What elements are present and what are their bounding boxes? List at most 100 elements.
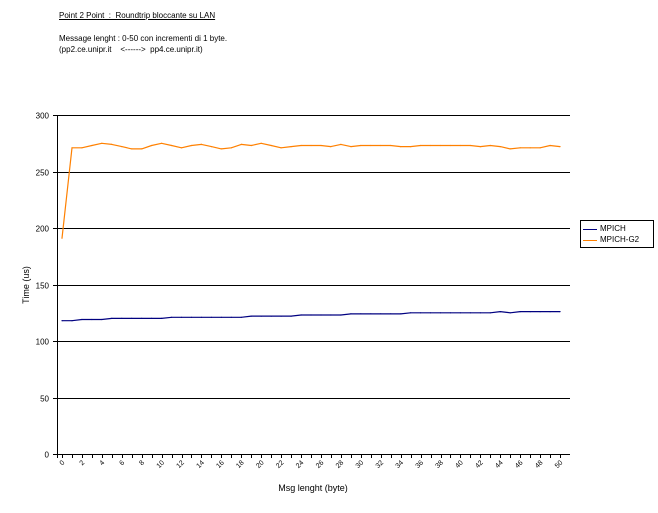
data-point-mpich-48 bbox=[539, 311, 541, 313]
x-tick-label-20: 20 bbox=[255, 459, 266, 470]
x-tick-label-44: 44 bbox=[494, 459, 505, 470]
y-tick-label-300: 300 bbox=[36, 112, 50, 121]
y-tick-label-200: 200 bbox=[36, 225, 50, 234]
data-point-mpich-38 bbox=[439, 312, 442, 314]
legend-label-mpich: MPICH bbox=[600, 224, 626, 233]
data-point-mpich-g2-0 bbox=[61, 237, 63, 239]
data-point-mpich-g2-24 bbox=[300, 144, 302, 147]
data-point-mpich-g2-27 bbox=[330, 146, 332, 148]
data-point-mpich-26 bbox=[320, 314, 322, 316]
data-point-mpich-29 bbox=[350, 313, 352, 315]
data-point-mpich-g2-41 bbox=[469, 144, 471, 147]
data-point-mpich-g2-42 bbox=[479, 146, 481, 148]
x-tick-label-2: 2 bbox=[79, 459, 87, 467]
data-point-mpich-g2-26 bbox=[320, 144, 322, 147]
data-point-mpich-14 bbox=[200, 316, 203, 318]
data-point-mpich-g2-11 bbox=[171, 144, 173, 147]
data-point-mpich-g2-19 bbox=[250, 144, 252, 147]
x-tick-label-46: 46 bbox=[514, 459, 525, 470]
x-tick-label-34: 34 bbox=[395, 459, 406, 470]
y-tick-label-250: 250 bbox=[36, 169, 50, 178]
x-tick-label-48: 48 bbox=[534, 459, 545, 470]
data-point-mpich-g2-28 bbox=[340, 143, 342, 145]
x-tick-labels: 0 2 4 6 8 10 12 14 16 18 20 22 24 26 28 30 32 34 36 38 40 42 4… bbox=[59, 459, 565, 470]
x-tick-label-14: 14 bbox=[195, 459, 206, 470]
data-point-mpich-21 bbox=[270, 315, 272, 317]
data-point-mpich-10 bbox=[161, 317, 163, 319]
data-point-mpich-12 bbox=[180, 316, 183, 318]
data-point-mpich-g2-16 bbox=[220, 148, 222, 150]
data-point-mpich-g2-50 bbox=[559, 146, 561, 148]
axes bbox=[53, 115, 570, 458]
data-point-mpich-28 bbox=[340, 314, 342, 316]
data-point-mpich-g2-34 bbox=[400, 146, 402, 148]
legend: MPICH MPICH-G2 bbox=[580, 220, 654, 248]
data-point-mpich-g2-10 bbox=[161, 142, 163, 144]
x-tick-label-28: 28 bbox=[335, 459, 346, 470]
data-point-mpich-g2-31 bbox=[370, 144, 372, 147]
data-point-mpich-g2-39 bbox=[449, 144, 452, 147]
gridlines bbox=[57, 115, 570, 455]
series-lines bbox=[61, 142, 561, 322]
data-point-mpich-g2-49 bbox=[549, 144, 551, 147]
data-point-mpich-25 bbox=[310, 314, 312, 316]
y-tick-label-100: 100 bbox=[36, 338, 50, 347]
x-tick-label-26: 26 bbox=[315, 459, 326, 470]
data-point-mpich-g2-32 bbox=[380, 144, 382, 147]
y-tick-label-50: 50 bbox=[40, 395, 49, 404]
data-point-mpich-g2-46 bbox=[519, 147, 521, 149]
data-point-mpich-g2-13 bbox=[190, 144, 193, 147]
data-point-mpich-32 bbox=[380, 313, 382, 315]
subtitle-line-1: Message lenght : 0-50 con incrementi di … bbox=[59, 34, 228, 43]
data-point-mpich-15 bbox=[210, 316, 212, 318]
data-point-mpich-g2-4 bbox=[101, 142, 103, 144]
data-point-mpich-49 bbox=[549, 311, 551, 313]
data-point-mpich-g2-45 bbox=[509, 148, 511, 150]
x-tick-label-22: 22 bbox=[275, 459, 286, 470]
x-tick-label-32: 32 bbox=[375, 459, 386, 470]
x-tick-label-18: 18 bbox=[235, 459, 246, 470]
legend-swatch-mpich bbox=[583, 229, 597, 230]
data-point-mpich-g2-36 bbox=[420, 144, 422, 147]
data-point-mpich-5 bbox=[111, 317, 113, 319]
page-title: Point 2 Point : Roundtrip bloccante su L… bbox=[59, 11, 216, 20]
data-point-mpich-41 bbox=[469, 312, 471, 314]
data-point-mpich-33 bbox=[390, 313, 392, 315]
data-point-mpich-2 bbox=[81, 318, 83, 321]
data-point-mpich-g2-22 bbox=[280, 147, 282, 149]
data-point-mpich-g2-2 bbox=[81, 147, 83, 149]
x-tick-label-40: 40 bbox=[454, 459, 465, 470]
data-point-mpich-46 bbox=[519, 311, 521, 313]
data-point-mpich-37 bbox=[429, 312, 432, 314]
data-point-mpich-39 bbox=[449, 312, 452, 314]
y-tick-labels: 0 50 100 150 200 250 300 bbox=[36, 112, 50, 460]
x-tick-label-24: 24 bbox=[295, 459, 306, 470]
data-point-mpich-4 bbox=[101, 318, 103, 321]
data-point-mpich-27 bbox=[330, 314, 332, 316]
data-point-mpich-g2-47 bbox=[529, 147, 531, 149]
data-point-mpich-g2-12 bbox=[180, 147, 183, 149]
data-point-mpich-g2-38 bbox=[439, 144, 442, 147]
data-point-mpich-50 bbox=[559, 311, 561, 313]
data-point-mpich-g2-48 bbox=[539, 147, 541, 149]
data-point-mpich-19 bbox=[250, 315, 252, 317]
data-point-mpich-g2-14 bbox=[200, 143, 203, 145]
data-point-mpich-g2-15 bbox=[210, 146, 212, 148]
data-point-mpich-44 bbox=[499, 311, 501, 313]
data-point-mpich-11 bbox=[171, 316, 173, 318]
data-point-mpich-40 bbox=[459, 312, 461, 314]
x-tick-label-0: 0 bbox=[59, 459, 67, 467]
y-tick-label-150: 150 bbox=[36, 282, 50, 291]
data-point-mpich-43 bbox=[489, 312, 491, 314]
y-tick-label-0: 0 bbox=[45, 451, 50, 460]
data-point-mpich-42 bbox=[479, 312, 481, 314]
legend-label-mpich-g2: MPICH-G2 bbox=[600, 235, 640, 244]
data-point-mpich-17 bbox=[230, 316, 232, 318]
data-point-mpich-35 bbox=[410, 312, 412, 314]
data-point-mpich-24 bbox=[300, 314, 302, 316]
data-point-mpich-31 bbox=[370, 313, 372, 315]
data-point-mpich-g2-23 bbox=[290, 146, 292, 148]
data-point-mpich-g2-20 bbox=[260, 142, 262, 144]
data-point-mpich-g2-33 bbox=[390, 144, 392, 147]
data-point-mpich-36 bbox=[420, 312, 422, 314]
